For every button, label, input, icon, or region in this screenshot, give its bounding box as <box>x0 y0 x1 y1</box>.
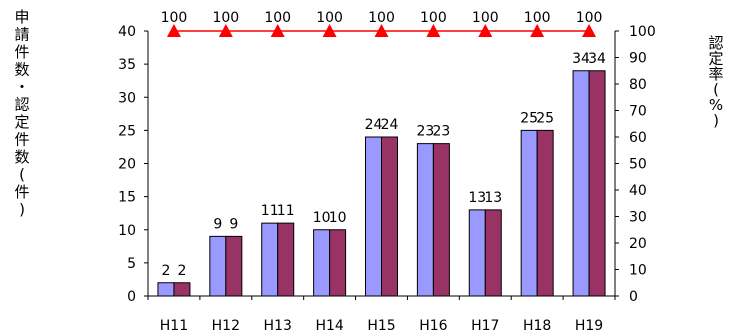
bar-b <box>225 235 243 297</box>
bar-b <box>536 129 554 297</box>
bar-b <box>432 143 450 297</box>
y2-tick-label: 100 <box>629 24 656 40</box>
rate-point <box>218 24 233 37</box>
x-tick-label: H18 <box>523 318 551 334</box>
rate-point <box>582 24 597 37</box>
x-tick-label: H11 <box>160 318 188 334</box>
bar-a-data-label: 23 <box>416 124 434 140</box>
x-tick-label: H15 <box>367 318 395 334</box>
bar-a-data-label: 24 <box>365 117 383 133</box>
bar-a <box>520 129 538 297</box>
bar-b-data-label: 34 <box>588 51 606 67</box>
y-tick-label: 30 <box>118 90 136 106</box>
bar-a <box>468 209 486 297</box>
bar-b-data-label: 25 <box>536 110 554 126</box>
rate-data-label: 100 <box>524 10 551 26</box>
bar-a-data-label: 9 <box>213 216 222 232</box>
y2-tick-label: 50 <box>629 157 647 173</box>
y-tick-label: 15 <box>118 190 136 206</box>
rate-data-label: 100 <box>576 10 603 26</box>
bar-a-data-label: 2 <box>161 263 170 279</box>
y-tick-label: 40 <box>118 24 136 40</box>
bar-b <box>588 70 606 297</box>
y2-tick-label: 60 <box>629 130 647 146</box>
bar-a <box>209 235 227 297</box>
bar-a <box>572 70 590 297</box>
rate-point <box>530 24 545 37</box>
bar-b <box>381 136 398 297</box>
y-tick-label: 0 <box>127 289 136 305</box>
bar-a-data-label: 25 <box>520 110 538 126</box>
bar-a <box>416 143 434 297</box>
bar-a <box>313 229 331 297</box>
rate-data-label: 100 <box>368 10 395 26</box>
rate-point <box>322 24 337 37</box>
rate-point <box>270 24 285 37</box>
y2-tick-label: 10 <box>629 263 647 279</box>
y2-tick-label: 30 <box>629 210 647 226</box>
bar-a <box>261 222 279 297</box>
x-tick-label: H16 <box>419 318 447 334</box>
rate-data-label: 100 <box>161 10 188 26</box>
y-tick-label: 5 <box>127 256 136 272</box>
x-tick-label: H12 <box>212 318 240 334</box>
rate-point <box>426 24 441 37</box>
bar-b <box>484 209 502 297</box>
y2-tick-label: 70 <box>629 104 647 120</box>
bar-b-data-label: 13 <box>484 190 502 206</box>
y2-tick-label: 80 <box>629 77 647 93</box>
bar-a-data-label: 34 <box>572 51 590 67</box>
y2-tick-label: 40 <box>629 183 647 199</box>
y2-axis-title: 認定率(%) <box>708 34 723 130</box>
bar-a <box>157 282 175 297</box>
bar-b-data-label: 11 <box>277 203 295 219</box>
y-tick-label: 25 <box>118 123 136 139</box>
x-tick-label: H17 <box>471 318 499 334</box>
rate-point <box>166 24 181 37</box>
y-axis-title: 申請件数・認定件数(件) <box>14 8 29 219</box>
y-tick-label: 35 <box>118 57 136 73</box>
bar-b-data-label: 10 <box>329 210 347 226</box>
bar-b-data-label: 24 <box>381 117 399 133</box>
x-tick-label: H19 <box>575 318 603 334</box>
y2-tick-label: 0 <box>629 289 638 305</box>
rate-data-label: 100 <box>420 10 447 26</box>
bar-a <box>365 136 382 297</box>
x-tick-label: H14 <box>315 318 343 334</box>
bar-a-data-label: 10 <box>313 210 331 226</box>
bar-b <box>329 229 347 297</box>
rate-data-label: 100 <box>316 10 343 26</box>
x-tick-label: H13 <box>264 318 292 334</box>
y-tick-label: 20 <box>118 157 136 173</box>
bar-a-data-label: 13 <box>468 190 486 206</box>
rate-data-label: 100 <box>212 10 239 26</box>
y2-tick-label: 90 <box>629 51 647 67</box>
rate-point <box>374 24 389 37</box>
y-tick-label: 10 <box>118 223 136 239</box>
bar-b-data-label: 23 <box>432 124 450 140</box>
bar-b <box>173 282 191 297</box>
rate-point <box>478 24 493 37</box>
rate-data-label: 100 <box>264 10 291 26</box>
bar-a-data-label: 11 <box>261 203 279 219</box>
y2-tick-label: 20 <box>629 236 647 252</box>
bar-b <box>277 222 295 297</box>
bar-b-data-label: 9 <box>229 216 238 232</box>
bar-b-data-label: 2 <box>177 263 186 279</box>
rate-data-label: 100 <box>472 10 499 26</box>
